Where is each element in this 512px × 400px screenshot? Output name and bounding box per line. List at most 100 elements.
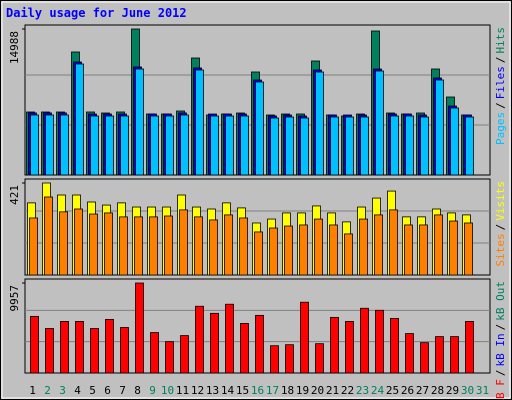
x-tick-label: 6 [104, 384, 111, 397]
bar [225, 303, 234, 374]
bar [435, 79, 444, 176]
bar [105, 318, 114, 374]
bar [434, 214, 443, 276]
legend-entry: kB Out [494, 281, 507, 321]
bar [404, 224, 413, 276]
bar [45, 328, 54, 374]
bar [104, 212, 113, 276]
legend-entry: Files [494, 66, 507, 99]
bar [284, 225, 293, 276]
bar [30, 315, 39, 374]
bar [330, 316, 339, 374]
x-tick-label: 27 [416, 384, 429, 397]
x-tick-label: 20 [311, 384, 324, 397]
bar [270, 345, 279, 374]
x-tick-label: 24 [371, 384, 385, 397]
x-tick-label: 8 [134, 384, 141, 397]
bar [60, 114, 69, 176]
bar [390, 115, 399, 176]
x-tick-label: 30 [461, 384, 474, 397]
bar [179, 209, 188, 276]
bar [75, 321, 84, 374]
bar [390, 317, 399, 374]
bar [345, 116, 354, 176]
bar [315, 343, 324, 374]
y-tick-label: 9957 [8, 285, 21, 312]
x-tick-label: 5 [89, 384, 96, 397]
legend-separator: / [494, 57, 507, 64]
legend-entry: kB F [494, 379, 507, 400]
x-tick-label: 15 [236, 384, 249, 397]
bar [225, 115, 234, 176]
bar [105, 115, 114, 176]
x-tick-label: 16 [251, 384, 264, 397]
bar [120, 115, 129, 176]
bar [375, 309, 384, 374]
bar [435, 336, 444, 374]
x-tick-label: 28 [431, 384, 444, 397]
bar [165, 115, 174, 176]
bar [285, 116, 294, 176]
bar [30, 114, 39, 176]
x-tick-label: 7 [119, 384, 126, 397]
x-tick-label: 26 [401, 384, 414, 397]
bar [45, 114, 54, 176]
bar [255, 314, 264, 374]
x-tick-label: 2 [44, 384, 51, 397]
y-tick-label: 14988 [8, 31, 21, 64]
legend-separator: / [494, 224, 507, 231]
bar [405, 333, 414, 374]
chart-title: Daily usage for June 2012 [6, 6, 187, 20]
bar [135, 68, 144, 176]
bar [360, 307, 369, 374]
x-tick-label: 22 [341, 384, 354, 397]
x-tick-label: 13 [206, 384, 219, 397]
bar [164, 215, 173, 276]
legend: Pages / Files / Hits [494, 27, 507, 145]
x-tick-label: 10 [161, 384, 174, 397]
bar [180, 335, 189, 374]
bar [210, 115, 219, 176]
bar [44, 196, 53, 276]
bar [405, 115, 414, 176]
legend: kB F / kB In / kB Out [494, 281, 507, 400]
bar [90, 115, 99, 176]
x-tick-label: 18 [281, 384, 294, 397]
bar [239, 217, 248, 276]
bar [375, 70, 384, 176]
bar [255, 81, 264, 176]
bar [150, 332, 159, 374]
x-tick-label: 19 [296, 384, 309, 397]
bar [464, 222, 473, 276]
bar [29, 217, 38, 276]
bar [135, 282, 144, 374]
bar [299, 224, 308, 276]
bar [195, 69, 204, 176]
bar [90, 328, 99, 374]
bar [315, 71, 324, 176]
bar [465, 321, 474, 374]
bar [465, 116, 474, 176]
bar [374, 214, 383, 276]
x-tick-label: 14 [221, 384, 235, 397]
bar [59, 211, 68, 276]
bar [119, 216, 128, 276]
bar [419, 224, 428, 276]
legend-entry: Pages [494, 112, 507, 145]
legend-entry: Visits [494, 181, 507, 221]
bar [314, 218, 323, 276]
bar [209, 219, 218, 276]
bar [240, 115, 249, 176]
bar [150, 115, 159, 176]
bar [285, 344, 294, 374]
bar [450, 336, 459, 374]
y-tick-label: 421 [8, 185, 21, 205]
bar [60, 321, 69, 374]
bar [300, 301, 309, 374]
bar [330, 116, 339, 176]
x-tick-label: 12 [191, 384, 204, 397]
bar [134, 216, 143, 276]
bar [360, 116, 369, 176]
x-tick-label: 17 [266, 384, 279, 397]
